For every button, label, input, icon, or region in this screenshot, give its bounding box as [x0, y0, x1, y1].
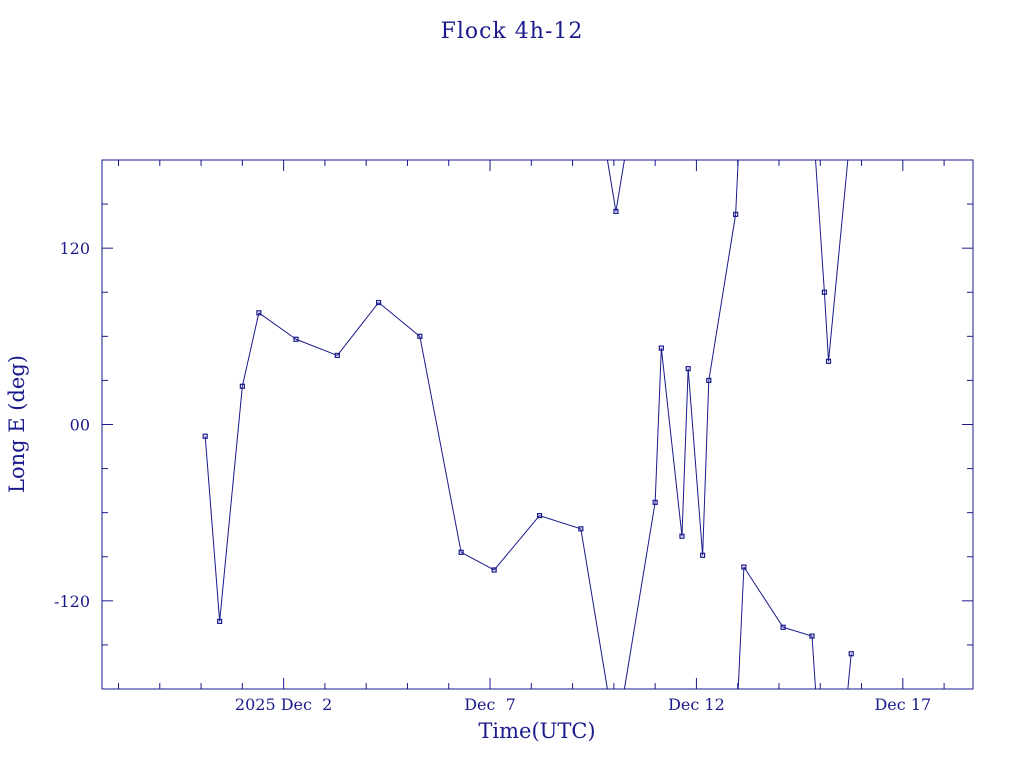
- series-segment: [743, 566, 784, 628]
- data-point: [658, 345, 664, 351]
- data-point: [700, 552, 706, 558]
- data-point: [375, 299, 382, 306]
- series-segment: [708, 214, 737, 381]
- series-segment: [204, 436, 221, 622]
- series-segment: [493, 515, 540, 571]
- series-segment: [702, 380, 710, 556]
- axis-tick-labels: 2025 Dec 2 Dec 7 Dec 12 Dec 17 -120 00 120: [54, 239, 931, 714]
- plot-frame: [101, 159, 974, 690]
- series-segment: [258, 312, 297, 340]
- x-tick-label: Dec 17: [874, 695, 931, 714]
- series-segment: [687, 368, 704, 556]
- data-point: [652, 499, 658, 505]
- data-point: [417, 333, 423, 339]
- series-segment: [219, 386, 243, 622]
- series-segment: [782, 626, 813, 637]
- data-point: [334, 352, 340, 359]
- data-point: [741, 564, 747, 570]
- data-point: [256, 310, 262, 316]
- x-tick-label: Dec 7: [464, 695, 516, 714]
- series-segment: [654, 348, 662, 503]
- data-point: [780, 624, 786, 630]
- data-point: [685, 366, 691, 372]
- series-segment: [419, 336, 462, 553]
- series-segment: [811, 636, 817, 690]
- x-axis-label: Time(UTC): [478, 719, 595, 743]
- series-lines: [204, 159, 852, 690]
- data-point: [706, 377, 712, 384]
- series-segment: [460, 551, 495, 571]
- series-segment: [815, 159, 825, 293]
- series-segment: [828, 159, 849, 362]
- x-tick-label: Dec 12: [668, 695, 725, 714]
- series-segment: [295, 338, 338, 356]
- data-point: [848, 651, 854, 657]
- series-segment: [606, 159, 617, 212]
- data-point: [217, 618, 223, 625]
- series-segment: [336, 302, 379, 356]
- data-point: [536, 513, 543, 519]
- data-point: [679, 533, 685, 539]
- y-tick-label: 120: [59, 239, 90, 258]
- data-point: [202, 433, 208, 439]
- y-axis-label: Long E (deg): [5, 355, 29, 493]
- x-tick-label: 2025 Dec 2: [235, 695, 332, 714]
- series-segment: [378, 302, 421, 337]
- series-segment: [539, 515, 581, 530]
- data-point: [825, 358, 832, 364]
- data-point: [733, 211, 739, 217]
- series-segment: [580, 528, 608, 690]
- data-point: [613, 208, 619, 215]
- series-segment: [681, 368, 689, 537]
- y-tick-label: 00: [70, 416, 90, 435]
- data-point: [578, 526, 584, 532]
- series-markers: [202, 208, 854, 657]
- data-point: [809, 633, 815, 639]
- data-point: [239, 383, 245, 389]
- series-segment: [660, 348, 683, 537]
- axis-ticks: [102, 160, 973, 689]
- series-segment: [623, 502, 656, 690]
- series-segment: [615, 159, 625, 212]
- series-segment: [737, 567, 745, 690]
- data-point: [293, 336, 299, 342]
- data-point: [821, 289, 827, 295]
- series-segment: [847, 653, 852, 690]
- series-segment: [735, 159, 739, 215]
- data-point: [491, 567, 497, 573]
- series-segment: [241, 312, 260, 387]
- chart-title: Flock 4h-12: [441, 19, 584, 44]
- series-segment: [823, 292, 830, 362]
- data-point: [458, 549, 464, 555]
- y-tick-label: -120: [54, 592, 90, 611]
